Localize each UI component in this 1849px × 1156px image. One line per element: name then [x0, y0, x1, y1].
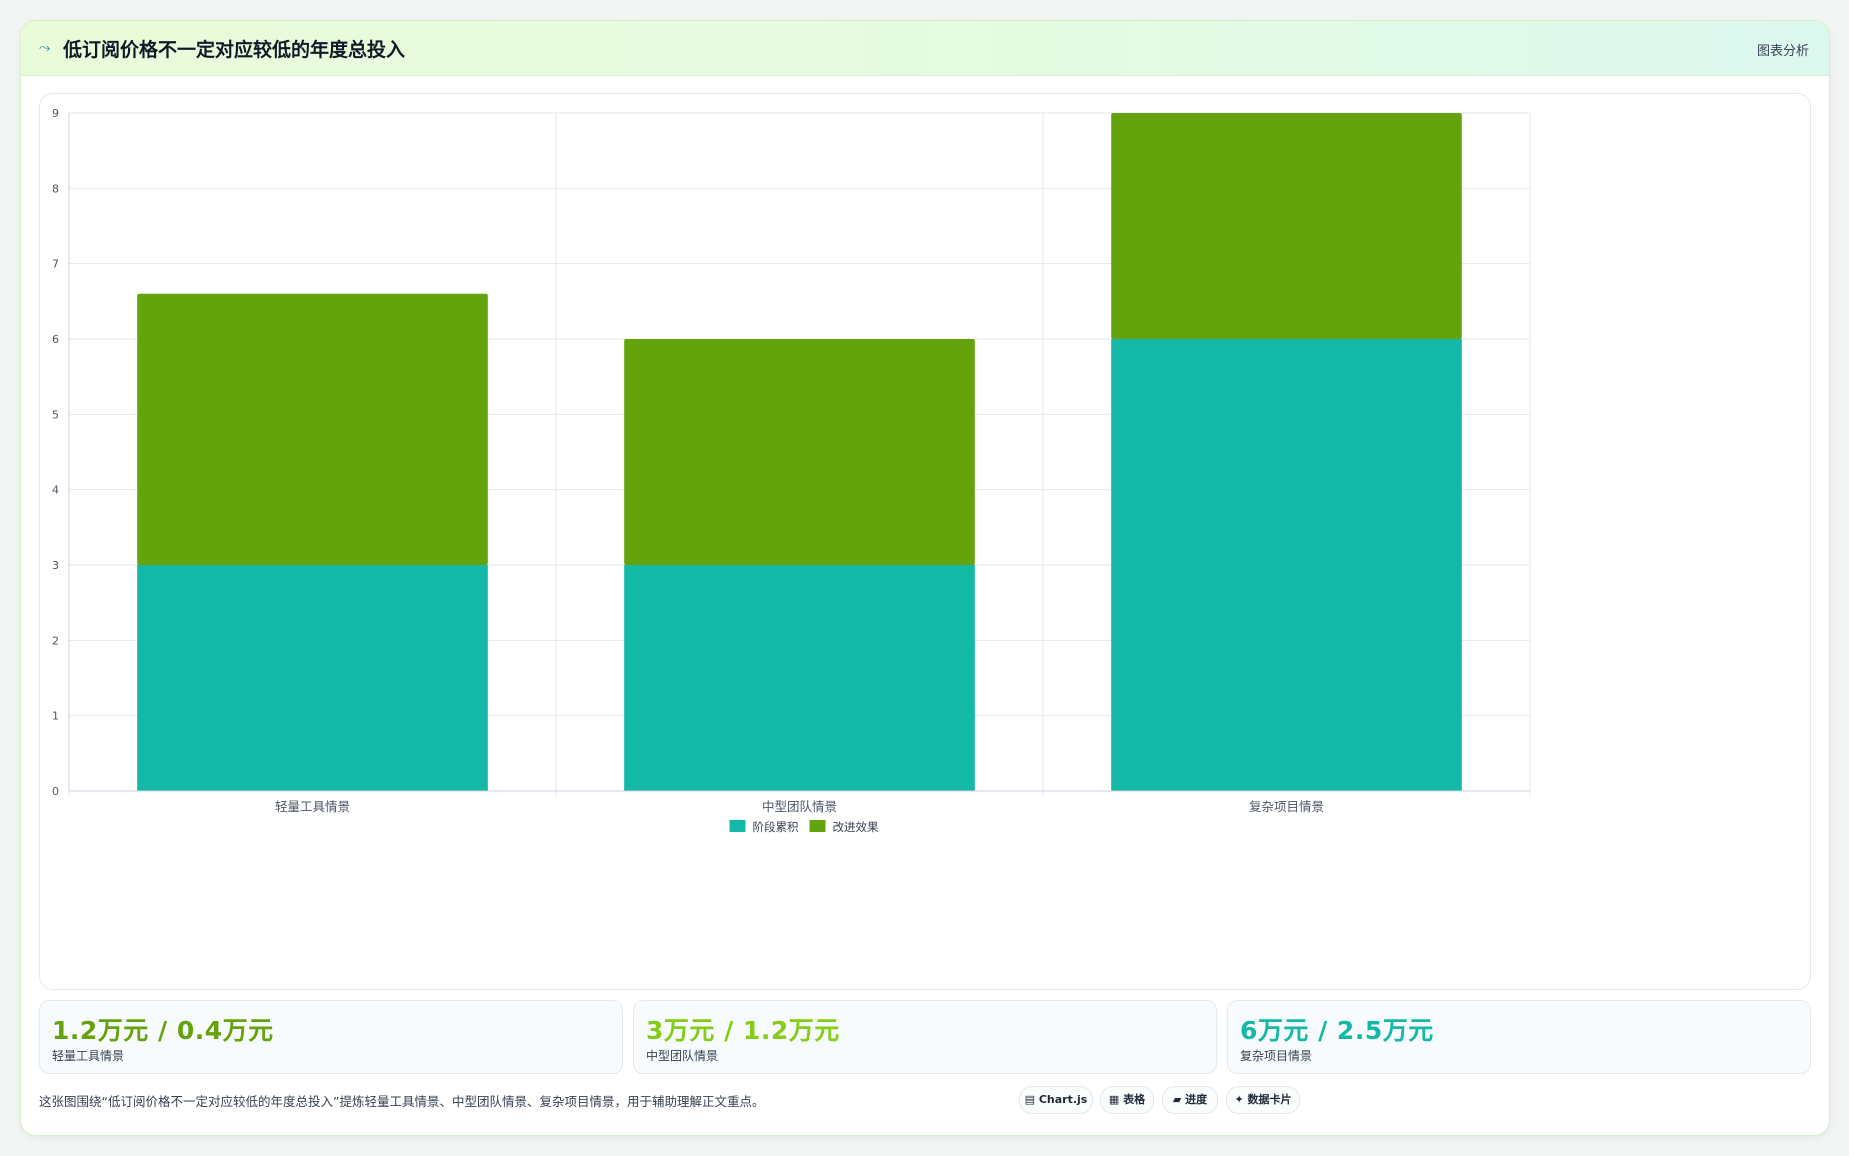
footer-caption: 这张图围绕“低订阅价格不一定对应较低的年度总投入”提炼轻量工具情景、中型团队情景… — [39, 1094, 765, 1109]
x-tick-label: 中型团队情景 — [762, 799, 837, 814]
card-header: ⤳ 低订阅价格不一定对应较低的年度总投入 图表分析 — [21, 21, 1829, 76]
chip-data-card[interactable]: ✦ 数据卡片 — [1226, 1086, 1300, 1114]
stat-value: 6万元 / 2.5万元 — [1240, 1016, 1434, 1045]
legend-swatch — [809, 820, 826, 832]
stat-label: 复杂项目情景 — [1240, 1049, 1313, 1063]
trend-icon: ⤳ — [39, 40, 51, 56]
stat-card-complex: 6万元 / 2.5万元 复杂项目情景 — [1227, 1000, 1811, 1074]
legend-label: 阶段累积 — [753, 820, 799, 834]
y-tick-label: 6 — [52, 333, 59, 346]
stat-label: 轻量工具情景 — [52, 1049, 125, 1063]
stat-value: 1.2万元 / 0.4万元 — [52, 1016, 274, 1045]
y-tick-label: 7 — [52, 258, 59, 271]
bar-segment — [624, 339, 975, 565]
bar-segment — [1111, 339, 1462, 791]
y-tick-label: 9 — [52, 107, 59, 120]
y-tick-label: 3 — [52, 559, 59, 572]
y-tick-label: 8 — [52, 182, 59, 195]
chip-chartjs[interactable]: ▤ Chart.js — [1019, 1086, 1093, 1114]
chip-progress[interactable]: ▰ 进度 — [1162, 1086, 1218, 1114]
y-tick-label: 1 — [52, 710, 59, 723]
y-tick-label: 2 — [52, 634, 59, 647]
y-tick-label: 4 — [52, 484, 59, 497]
x-tick-label: 轻量工具情景 — [275, 799, 350, 814]
chart-analysis-tag[interactable]: 图表分析 — [1756, 44, 1809, 59]
x-tick-label: 复杂项目情景 — [1249, 799, 1324, 814]
bar-segment — [137, 565, 488, 791]
stat-card-light: 1.2万元 / 0.4万元 轻量工具情景 — [39, 1000, 623, 1074]
chart-container: 0 1 2 3 4 5 6 7 8 9 轻量工具情景 中型团队情景 复杂项目情景 阶段累积 改进效果 — [39, 93, 1811, 990]
chart-title: 低订阅价格不一定对应较低的年度总投入 — [63, 39, 406, 61]
bar-segment — [624, 565, 975, 791]
stat-value: 3万元 / 1.2万元 — [646, 1016, 840, 1045]
y-tick-label: 0 — [52, 785, 59, 798]
chip-table[interactable]: ▦ 表格 — [1100, 1086, 1154, 1114]
stacked-bar-chart: 0 1 2 3 4 5 6 7 8 9 轻量工具情景 中型团队情景 复杂项目情景 阶段累积 改进效果 — [52, 107, 1531, 834]
y-tick-label: 5 — [52, 408, 59, 421]
bar-segment — [1111, 113, 1462, 339]
stat-label: 中型团队情景 — [646, 1049, 719, 1063]
stat-card-medium: 3万元 / 1.2万元 中型团队情景 — [633, 1000, 1217, 1074]
legend-swatch — [729, 820, 746, 832]
legend-label: 改进效果 — [833, 820, 879, 834]
bar-segment — [137, 293, 488, 565]
chart-card: ⤳ 低订阅价格不一定对应较低的年度总投入 图表分析 0 1 2 3 4 5 6 7 8 9 轻量工具… — [20, 20, 1830, 1136]
